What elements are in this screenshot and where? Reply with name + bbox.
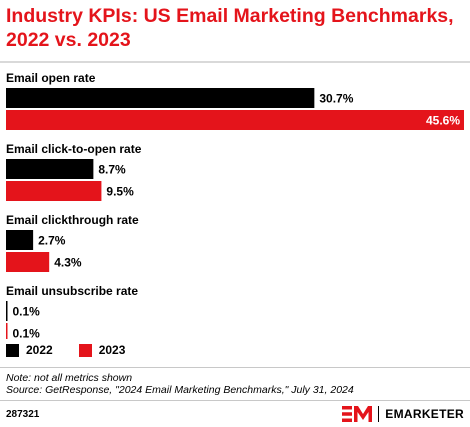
category-label-email-open-rate: Email open rate — [6, 71, 96, 85]
bar-2022-email-open-rate — [6, 88, 315, 108]
data-label-2022-email-clickthrough-rate: 2.7% — [38, 234, 66, 248]
bar-chart: Email open rate 30.7% 45.6% Email click-to-… — [6, 71, 464, 340]
category-label-email-unsubscribe-rate: Email unsubscribe rate — [6, 284, 138, 298]
bar-2023-email-open-rate — [6, 110, 464, 130]
title-divider — [0, 61, 470, 63]
legend-item-2022: 2022 — [6, 343, 53, 357]
emarketer-logo-icon — [342, 406, 373, 422]
data-label-2023-email-open-rate: 45.6% — [426, 114, 460, 128]
bar-2022-email-click-to-open-rate — [6, 159, 94, 179]
footer-rule — [0, 400, 470, 401]
legend-swatch-2022 — [6, 343, 19, 357]
data-label-2022-email-unsubscribe-rate: 0.1% — [13, 305, 41, 319]
chart-source: Source: GetResponse, "2024 Email Marketi… — [6, 384, 354, 396]
data-label-2023-email-unsubscribe-rate: 0.1% — [13, 327, 41, 340]
bar-2023-email-clickthrough-rate — [6, 252, 50, 272]
legend-swatch-2023 — [78, 343, 92, 357]
data-label-2022-email-click-to-open-rate: 8.7% — [98, 163, 126, 177]
bar-2022-email-clickthrough-rate — [6, 230, 34, 250]
legend-label-2022: 2022 — [26, 343, 53, 357]
legend-label-2023: 2023 — [98, 343, 126, 357]
chart-note: Note: not all metrics shown — [6, 372, 133, 384]
category-label-email-click-to-open-rate: Email click-to-open rate — [6, 142, 142, 156]
category-label-email-clickthrough-rate: Email clickthrough rate — [6, 213, 139, 227]
legend-item-2023: 2023 — [78, 343, 126, 357]
chart-legend: 2022 2023 — [6, 342, 151, 358]
bar-2022-email-unsubscribe-rate — [6, 301, 8, 321]
brand-logo: EMARKETER — [342, 405, 464, 423]
chart-id: 287321 — [6, 409, 40, 420]
brand-name: EMARKETER — [385, 407, 464, 421]
data-label-2023-email-clickthrough-rate: 4.3% — [54, 256, 82, 270]
data-label-2022-email-open-rate: 30.7% — [319, 92, 353, 106]
brand-separator — [378, 406, 380, 422]
bar-2023-email-unsubscribe-rate — [6, 323, 8, 339]
chart-title: Industry KPIs: US Email Marketing Benchm… — [6, 5, 454, 51]
bar-2023-email-click-to-open-rate — [6, 181, 102, 201]
footer-divider — [0, 367, 470, 368]
data-label-2023-email-click-to-open-rate: 9.5% — [106, 185, 134, 199]
